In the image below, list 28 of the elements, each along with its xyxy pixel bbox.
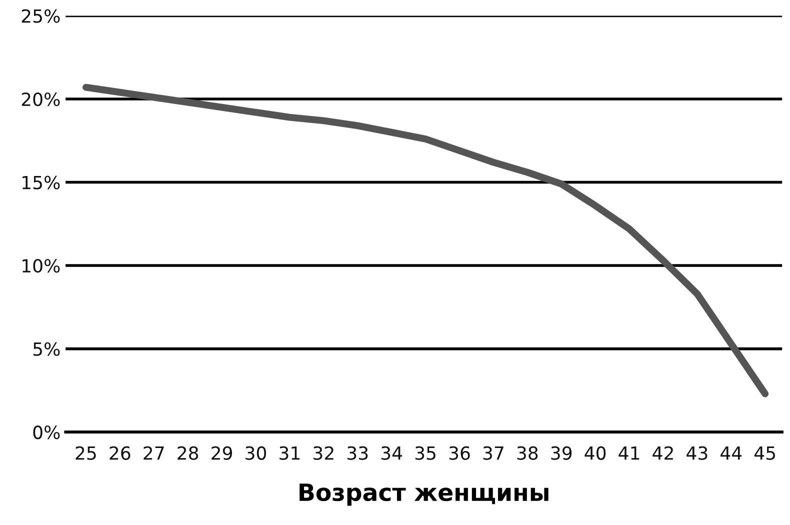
x-tick-label: 27 xyxy=(144,446,164,460)
x-tick-label: 34 xyxy=(381,446,402,460)
y-tick-label: 20% xyxy=(22,92,60,106)
y-tick-label: 0% xyxy=(33,426,60,440)
x-tick-label: 44 xyxy=(720,446,742,460)
x-tick-label: 40 xyxy=(584,446,606,460)
x-tick-label: 45 xyxy=(754,446,776,460)
x-tick-label: 38 xyxy=(517,446,538,460)
x-tick-label: 39 xyxy=(551,446,572,460)
x-tick-label: 43 xyxy=(686,446,708,460)
y-tick-label: 25% xyxy=(22,9,60,23)
x-tick-label: 30 xyxy=(246,446,266,460)
x-axis-title: Возраст женщины xyxy=(300,484,548,506)
x-tick-label: 42 xyxy=(652,446,673,460)
x-tick-label: 41 xyxy=(618,446,640,460)
y-tick-label: 10% xyxy=(22,259,60,273)
x-tick-label: 31 xyxy=(280,446,300,460)
x-tick-label: 28 xyxy=(178,446,198,460)
x-tick-label: 33 xyxy=(348,446,368,460)
x-tick-label: 25 xyxy=(76,446,96,460)
x-tick-label: 35 xyxy=(415,446,436,460)
y-tick-label: 15% xyxy=(22,176,60,190)
x-tick-label: 36 xyxy=(449,446,470,460)
x-tick-label: 32 xyxy=(314,446,334,460)
x-tick-label: 29 xyxy=(212,446,232,460)
x-tick-label: 26 xyxy=(110,446,130,460)
y-tick-label: 5% xyxy=(33,342,60,356)
x-tick-label: 37 xyxy=(483,446,504,460)
